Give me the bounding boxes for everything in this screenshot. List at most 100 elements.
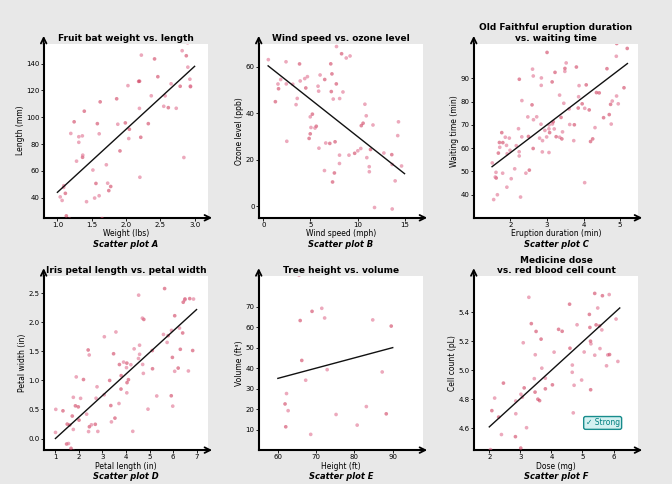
Point: [568, 409, 579, 417]
Point: [534, 397, 545, 405]
Point: [485, 446, 496, 454]
Point: [162, 339, 173, 347]
Point: [325, 139, 335, 147]
Point: [553, 325, 564, 333]
Point: [263, 56, 274, 63]
Point: [377, 368, 388, 376]
Point: [61, 440, 72, 448]
Point: [281, 58, 292, 66]
Point: [378, 248, 388, 256]
Point: [300, 377, 311, 384]
Point: [90, 421, 101, 428]
Point: [390, 177, 401, 185]
Point: [584, 311, 595, 318]
Point: [319, 314, 330, 322]
Point: [282, 137, 292, 145]
Point: [511, 410, 521, 418]
Point: [511, 142, 521, 150]
Point: [187, 347, 198, 354]
Point: [166, 392, 177, 400]
Point: [585, 232, 596, 240]
Point: [185, 82, 196, 90]
X-axis label: Petal length (in): Petal length (in): [95, 462, 157, 470]
Point: [116, 385, 126, 393]
Point: [79, 220, 90, 228]
Point: [514, 76, 525, 83]
Point: [118, 358, 129, 366]
Point: [273, 80, 284, 88]
Point: [504, 134, 515, 142]
Point: [337, 88, 348, 96]
Point: [106, 402, 116, 409]
Point: [89, 194, 100, 202]
Point: [124, 125, 135, 133]
Point: [73, 133, 84, 140]
Point: [324, 461, 335, 469]
Point: [531, 328, 542, 335]
Point: [334, 151, 345, 159]
Y-axis label: Petal width (in): Petal width (in): [18, 334, 27, 392]
Point: [386, 151, 397, 159]
Point: [135, 134, 146, 141]
Point: [56, 197, 67, 204]
Point: [122, 82, 133, 90]
Point: [356, 122, 367, 130]
Point: [281, 80, 292, 88]
Point: [71, 157, 82, 165]
Point: [83, 346, 93, 354]
Text: Scatter plot D: Scatter plot D: [93, 472, 159, 481]
Point: [173, 364, 183, 372]
Point: [91, 383, 102, 391]
Point: [510, 397, 521, 405]
Point: [491, 482, 501, 484]
Point: [612, 40, 622, 47]
Point: [594, 322, 605, 330]
Point: [325, 60, 336, 68]
Point: [521, 424, 532, 432]
Point: [494, 138, 505, 146]
Point: [99, 391, 110, 399]
Point: [579, 105, 590, 112]
Point: [167, 402, 178, 410]
Point: [305, 113, 316, 121]
Point: [506, 175, 517, 182]
Point: [295, 77, 306, 85]
Point: [561, 59, 572, 67]
Title: Old Faithful eruption duration
vs. waiting time: Old Faithful eruption duration vs. waiti…: [479, 23, 633, 43]
Point: [302, 73, 312, 80]
Point: [110, 414, 120, 422]
Point: [536, 335, 546, 343]
Point: [365, 146, 376, 153]
Point: [138, 369, 149, 377]
Point: [491, 168, 501, 176]
Point: [314, 144, 325, 152]
Point: [138, 316, 149, 323]
Point: [273, 85, 284, 92]
Point: [323, 36, 333, 44]
Point: [396, 162, 407, 170]
Point: [123, 376, 134, 383]
Point: [133, 355, 144, 363]
Point: [601, 65, 612, 73]
Point: [328, 95, 339, 103]
Point: [368, 316, 378, 324]
Point: [602, 351, 613, 359]
Point: [498, 379, 509, 387]
Point: [330, 138, 341, 146]
Point: [557, 327, 568, 335]
Point: [597, 326, 607, 334]
Point: [317, 304, 327, 312]
Point: [84, 423, 95, 431]
Point: [542, 48, 552, 56]
Point: [585, 337, 596, 345]
Point: [364, 163, 374, 170]
Point: [527, 101, 538, 109]
Point: [102, 179, 113, 187]
Point: [313, 87, 324, 95]
Point: [288, 80, 298, 88]
Point: [175, 346, 185, 353]
Point: [159, 103, 169, 110]
Point: [183, 263, 194, 271]
Point: [122, 379, 132, 387]
Point: [386, 322, 396, 330]
